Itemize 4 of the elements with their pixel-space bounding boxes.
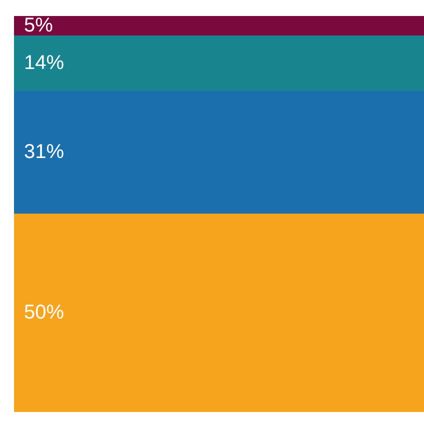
data-label: 31% bbox=[24, 141, 64, 164]
data-label: 50% bbox=[24, 302, 64, 324]
data-label: 14% bbox=[24, 52, 64, 74]
data-label: 5% bbox=[24, 14, 54, 36]
